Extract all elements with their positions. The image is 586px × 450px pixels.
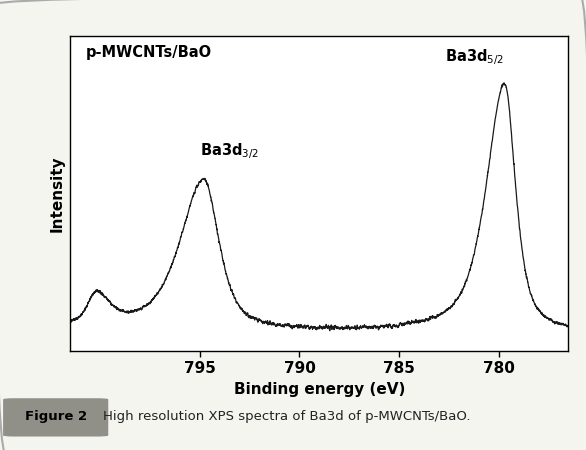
Text: $\mathbf{Ba3d}_{5/2}$: $\mathbf{Ba3d}_{5/2}$ — [445, 47, 504, 67]
Text: p-MWCNTs/BaO: p-MWCNTs/BaO — [86, 45, 212, 60]
Text: High resolution XPS spectra of Ba3d of p-MWCNTs/BaO.: High resolution XPS spectra of Ba3d of p… — [103, 410, 470, 423]
X-axis label: Binding energy (eV): Binding energy (eV) — [234, 382, 405, 397]
Y-axis label: Intensity: Intensity — [50, 155, 65, 232]
Text: Figure 2: Figure 2 — [25, 410, 87, 423]
FancyBboxPatch shape — [3, 398, 108, 436]
Text: $\mathbf{Ba3d}_{3/2}$: $\mathbf{Ba3d}_{3/2}$ — [200, 141, 259, 161]
